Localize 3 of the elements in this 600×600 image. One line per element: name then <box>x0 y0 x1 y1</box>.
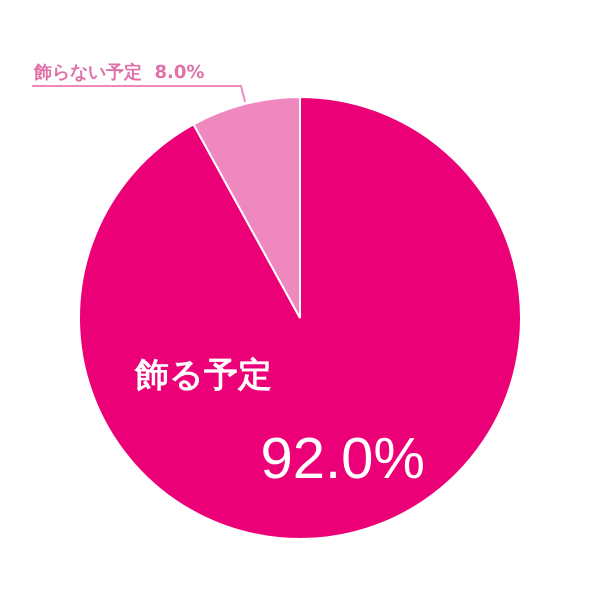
slice-label: 飾る予定 <box>134 355 272 395</box>
data-label: 92.0% <box>260 426 425 491</box>
slice-label: 飾らない予定 8.0% <box>33 62 204 83</box>
